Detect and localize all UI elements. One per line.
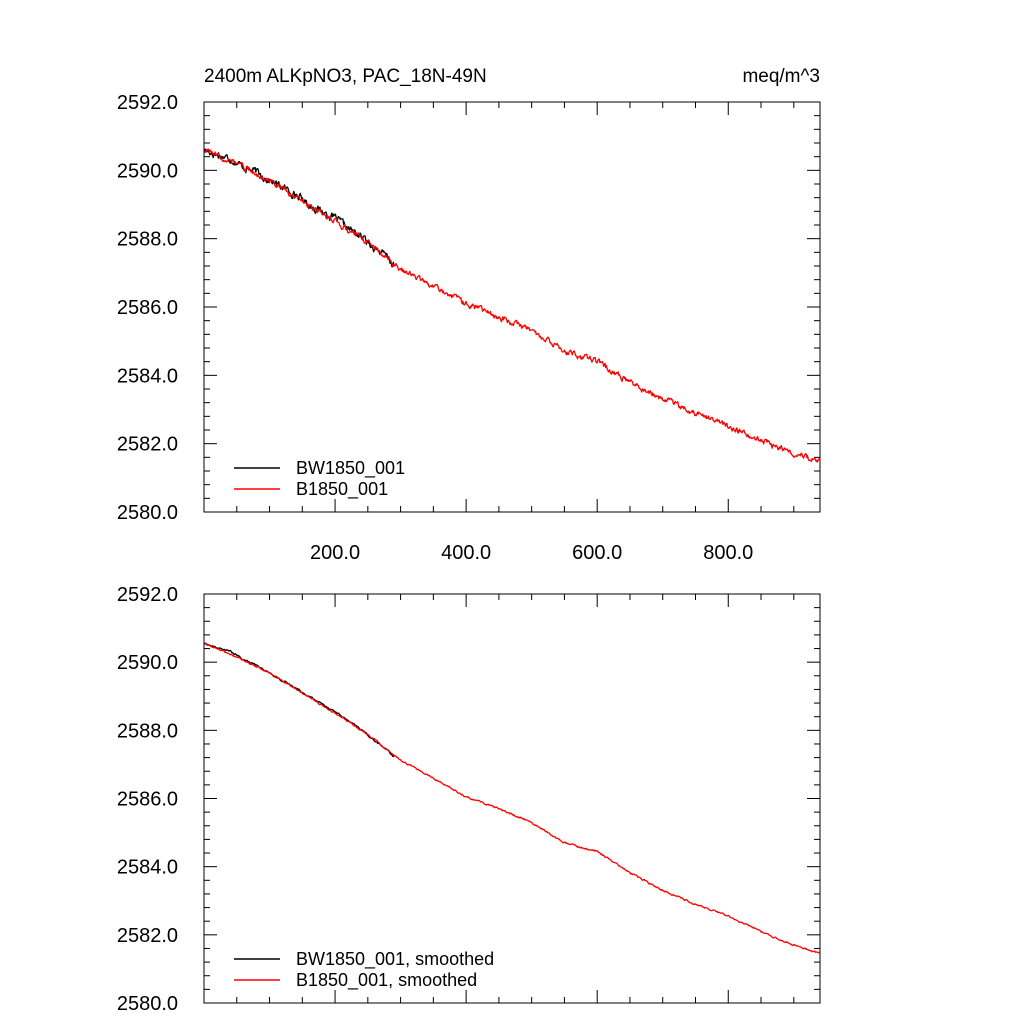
y-tick-label: 2592.0 xyxy=(117,584,178,606)
series-line-1 xyxy=(204,642,821,955)
y-tick-label: 2590.0 xyxy=(117,160,178,182)
y-tick-label: 2592.0 xyxy=(117,92,178,114)
plot-frame xyxy=(203,101,821,513)
y-tick-label: 2586.0 xyxy=(117,297,178,319)
series-line-1 xyxy=(204,148,821,463)
legend-label-1: B1850_001, smoothed xyxy=(296,970,477,991)
y-tick-label: 2590.0 xyxy=(117,652,178,674)
panel-title: 2400m ALKpNO3, PAC_18N-49N xyxy=(204,66,487,87)
y-tick-label: 2580.0 xyxy=(117,993,178,1015)
y-tick-label: 2580.0 xyxy=(117,502,178,524)
y-tick-label: 2588.0 xyxy=(117,229,178,251)
y-tick-label: 2584.0 xyxy=(117,365,178,387)
y-tick-label: 2584.0 xyxy=(117,857,178,879)
y-tick-label: 2588.0 xyxy=(117,720,178,742)
x-tick-label: 800.0 xyxy=(703,542,753,564)
bottom-panel: 2580.0 2582.0 2584.0 2586.0 2588.0 2590.0 2592… xyxy=(117,584,821,1015)
series-line-0 xyxy=(204,148,395,268)
units-label: meq/m^3 xyxy=(742,66,820,87)
x-tick-label: 200.0 xyxy=(310,542,360,564)
legend-label-0: BW1850_001 xyxy=(296,458,405,479)
top-panel: 2400m ALKpNO3, PAC_18N-49N meq/m^3 2580.… xyxy=(117,66,821,564)
series-line-0 xyxy=(204,642,395,758)
top-plot-area: 2580.0 2582.0 2584.0 2586.0 2588.0 2590.0 2592… xyxy=(117,92,821,564)
y-tick-label: 2582.0 xyxy=(117,925,178,947)
legend-label-1: B1850_001 xyxy=(296,479,388,500)
y-tick-label: 2586.0 xyxy=(117,789,178,811)
y-tick-label: 2582.0 xyxy=(117,434,178,456)
x-tick-label: 400.0 xyxy=(441,542,491,564)
x-tick-label: 600.0 xyxy=(572,542,622,564)
bottom-plot-area: 2580.0 2582.0 2584.0 2586.0 2588.0 2590.0 2592… xyxy=(117,584,821,1015)
plot-frame xyxy=(203,593,821,1004)
legend-label-0: BW1850_001, smoothed xyxy=(296,949,494,970)
